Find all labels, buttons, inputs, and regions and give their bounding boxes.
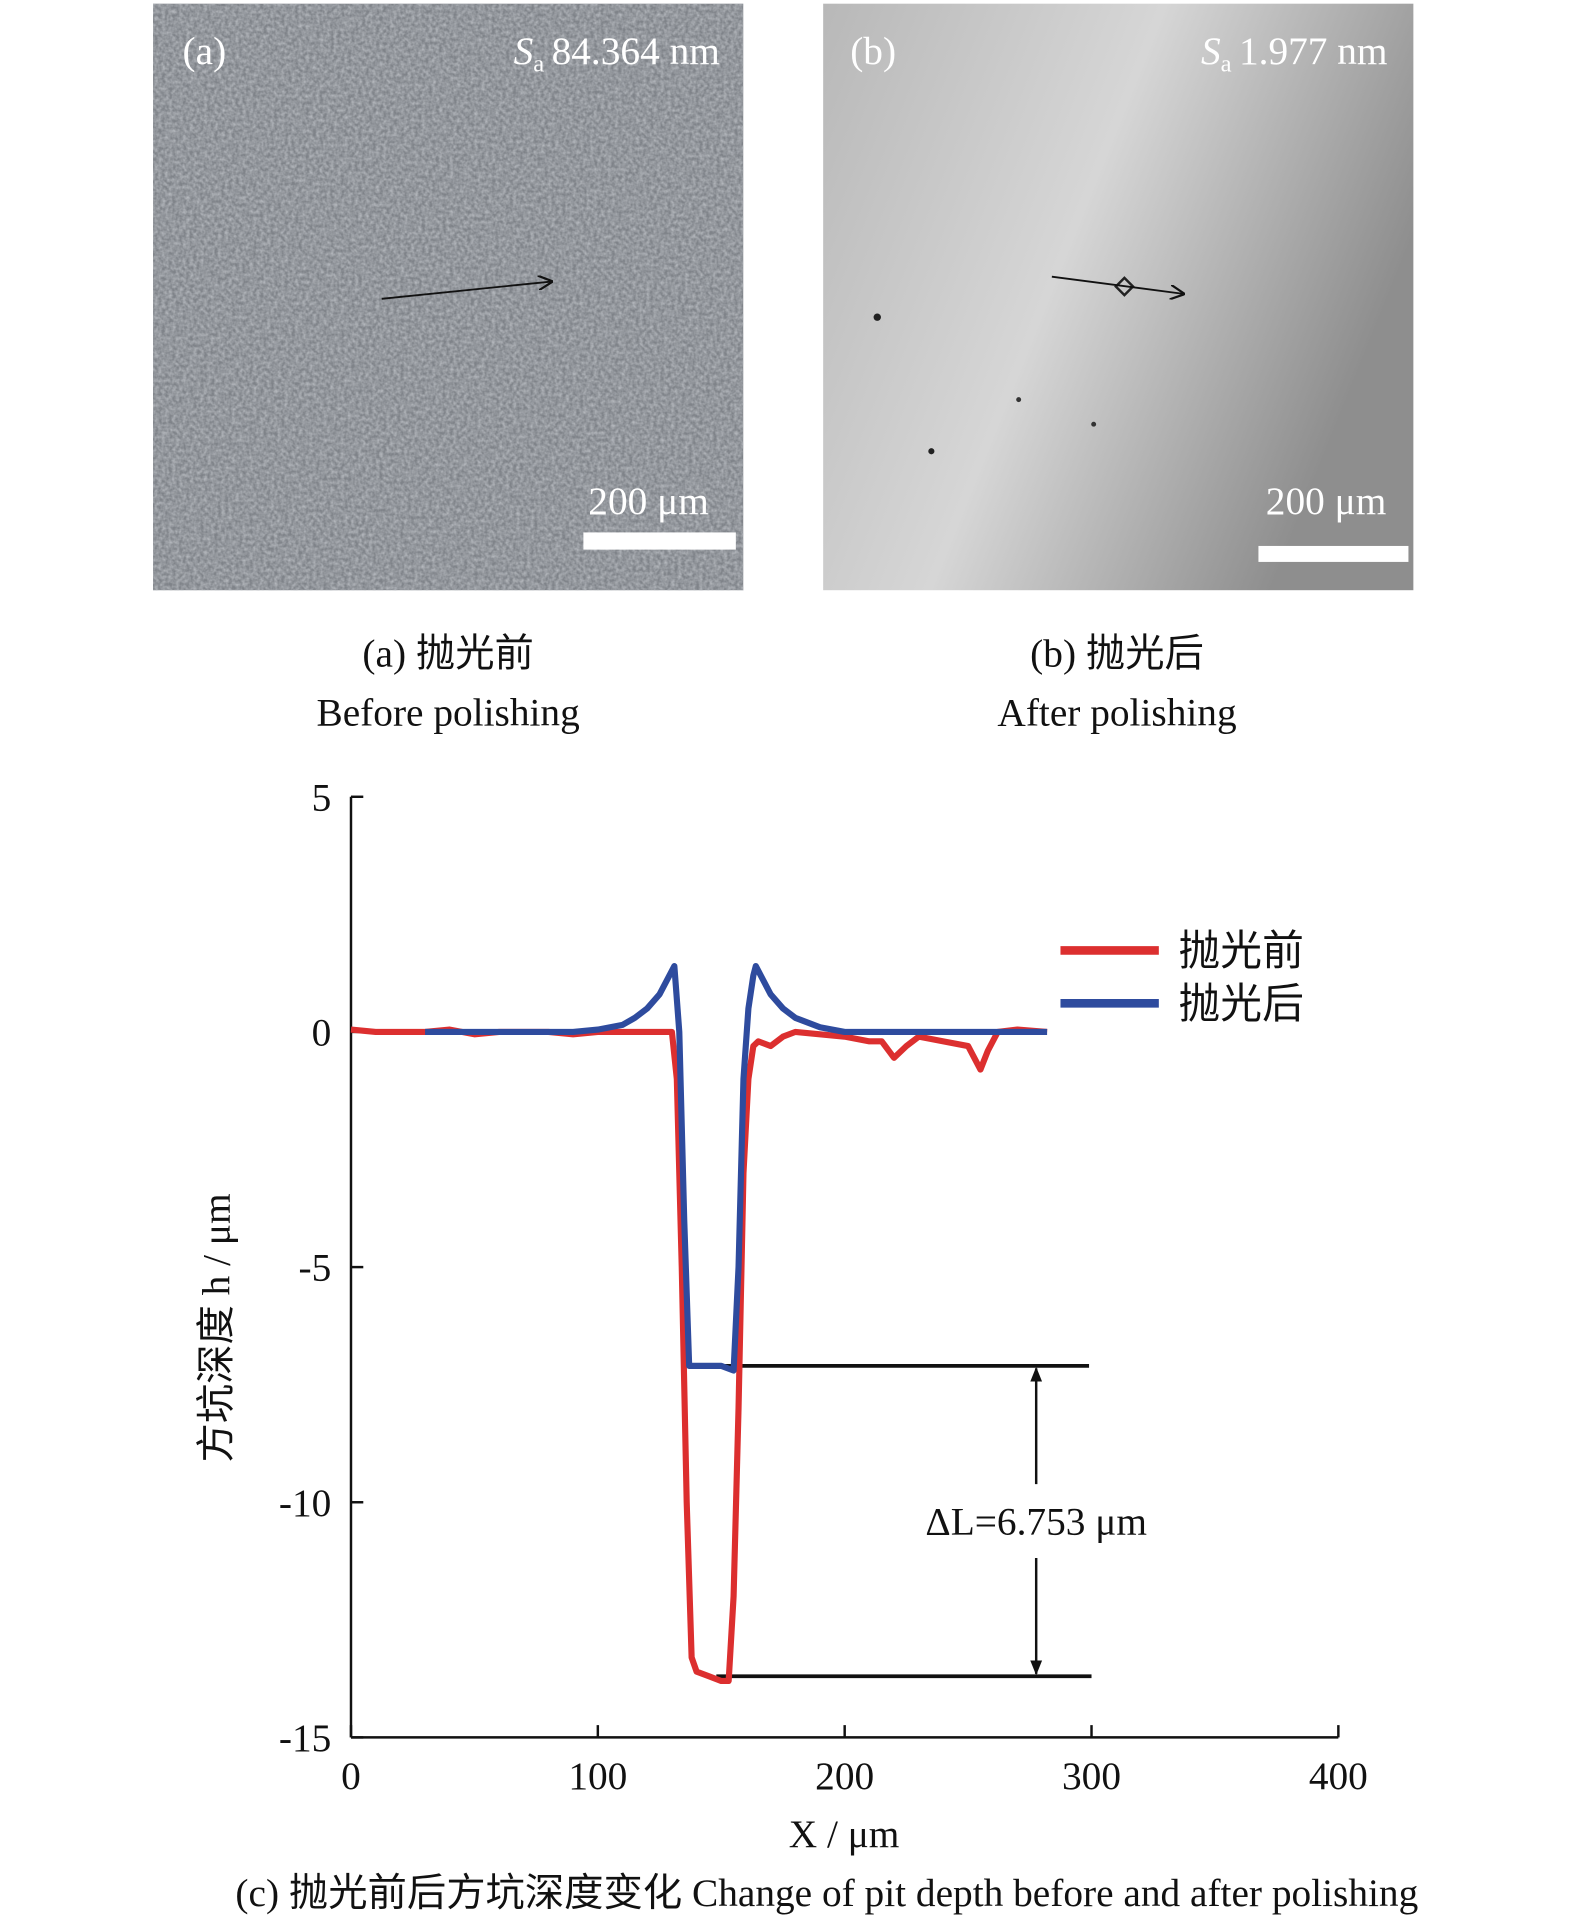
chart: X / μm 方坑深度 h / μm (c) 抛光前后方坑深度变化 Change…	[194, 775, 1418, 1915]
legend-label: 抛光后	[1179, 982, 1304, 1028]
y-tick-label: 5	[312, 775, 332, 819]
scale-label: 200 μm	[1266, 479, 1387, 523]
caption: After polishing	[997, 690, 1236, 734]
texture	[153, 3, 744, 591]
caption: Before polishing	[317, 690, 580, 734]
x-tick-label: 300	[1062, 1754, 1121, 1798]
panel-label: (b)	[850, 29, 896, 73]
panel-label: (a)	[183, 29, 227, 73]
arrow	[1051, 275, 1184, 294]
series-line	[350, 1026, 1048, 1685]
sa-text: Sa 1.977 nm	[1201, 29, 1388, 77]
scale-bar	[583, 532, 736, 550]
y-tick-label: -5	[299, 1246, 332, 1290]
caption: (a) 抛光前	[362, 631, 533, 675]
panel-b: (b) Sa 1.977 nm 200 μm (b) 抛光后 After poli…	[823, 3, 1414, 734]
y-tick-label: 0	[312, 1010, 332, 1054]
speck	[1091, 421, 1097, 427]
x-tick-label: 200	[815, 1754, 874, 1798]
legend-label: 抛光前	[1179, 929, 1304, 975]
scale-label: 200 μm	[588, 479, 709, 523]
panel-a: (a) Sa 84.364 nm 200 μm (a) 抛光前 Before po…	[153, 3, 744, 734]
x-tick-label: 100	[568, 1754, 627, 1798]
chart-caption: (c) 抛光前后方坑深度变化 Change of pit depth befor…	[235, 1871, 1418, 1915]
x-axis-label: X / μm	[789, 1812, 900, 1856]
arrow	[381, 282, 552, 300]
speck	[928, 448, 935, 455]
micrograph	[823, 3, 1414, 591]
sa-text: Sa 84.364 nm	[514, 29, 720, 77]
speck	[1016, 397, 1022, 403]
scale-bar	[1258, 545, 1409, 562]
y-tick-label: -15	[279, 1716, 331, 1760]
x-tick-label: 400	[1309, 1754, 1368, 1798]
speck	[873, 313, 881, 321]
annotation: ΔL=6.753 μm	[925, 1500, 1146, 1544]
caption: (b) 抛光后	[1030, 631, 1204, 675]
y-axis-label: 方坑深度 h / μm	[194, 1193, 238, 1462]
y-tick-label: -10	[279, 1481, 331, 1525]
x-tick-label: 0	[341, 1754, 361, 1798]
series-line	[425, 963, 1048, 1374]
